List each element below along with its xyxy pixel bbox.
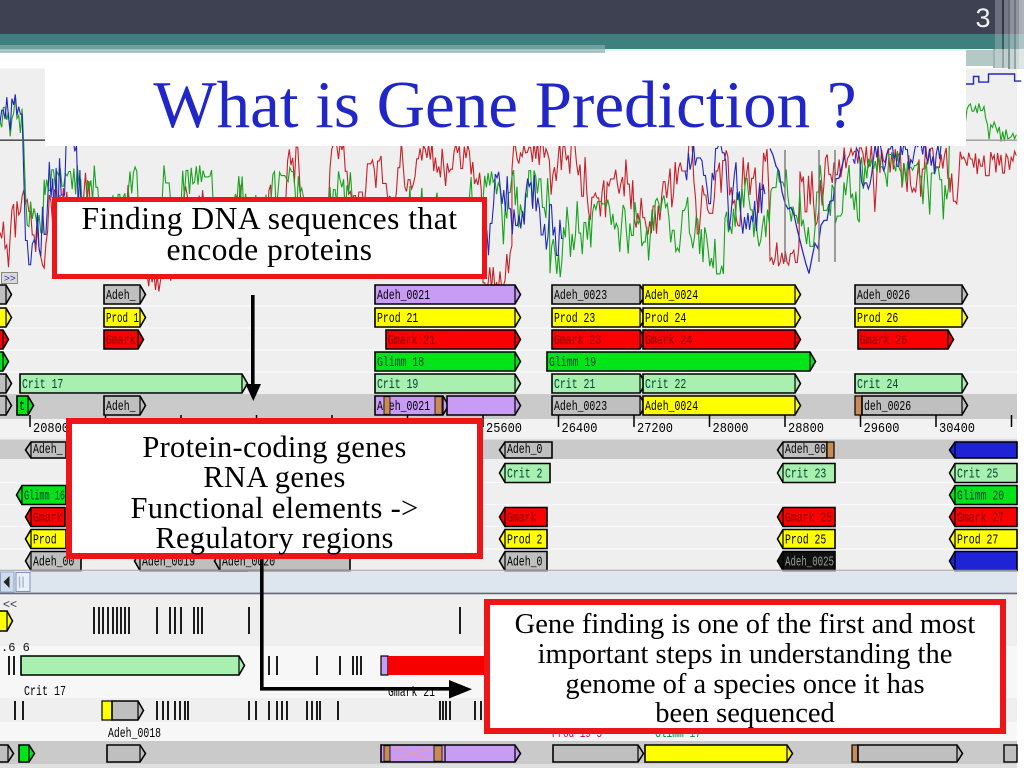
svg-text:Prod 26: Prod 26 bbox=[857, 312, 898, 327]
svg-text:Crit 25: Crit 25 bbox=[957, 468, 998, 483]
svg-text:Crit 23: Crit 23 bbox=[785, 468, 826, 483]
svg-text:Gmark 27: Gmark 27 bbox=[957, 512, 1004, 527]
svg-text:Adeh_: Adeh_ bbox=[106, 400, 136, 415]
svg-text:Adeh_0023: Adeh_0023 bbox=[554, 400, 607, 415]
svg-text:Gmark 24: Gmark 24 bbox=[645, 334, 692, 349]
svg-text:t: t bbox=[19, 400, 25, 415]
svg-text:25600: 25600 bbox=[486, 422, 522, 437]
svg-text:Gmark 23: Gmark 23 bbox=[554, 334, 601, 349]
svg-text:deh_0026: deh_0026 bbox=[864, 400, 911, 415]
svg-text:Adeh_00: Adeh_00 bbox=[33, 556, 74, 571]
svg-text:Crit 17: Crit 17 bbox=[22, 378, 63, 393]
svg-text:Adeh_0025: Adeh_0025 bbox=[785, 556, 834, 571]
svg-text:29600: 29600 bbox=[864, 422, 900, 437]
svg-text:28000: 28000 bbox=[713, 422, 749, 437]
svg-text:Glimm 19: Glimm 19 bbox=[549, 356, 596, 371]
svg-text:30400: 30400 bbox=[939, 422, 975, 437]
svg-text:Adeh_0019: Adeh_0019 bbox=[142, 556, 195, 571]
svg-text:Adeh_0023: Adeh_0023 bbox=[554, 289, 607, 304]
svg-text:Prod: Prod bbox=[33, 534, 57, 549]
svg-text:Glimm 18: Glimm 18 bbox=[377, 356, 424, 371]
svg-text:Prod 27: Prod 27 bbox=[957, 534, 998, 549]
svg-text:Adeh_0021: Adeh_0021 bbox=[377, 289, 430, 304]
svg-text:Gmark: Gmark bbox=[507, 512, 537, 527]
svg-text:Adeh_00: Adeh_00 bbox=[785, 443, 826, 458]
svg-text:27200: 27200 bbox=[637, 422, 673, 437]
svg-text:20800: 20800 bbox=[33, 422, 69, 437]
svg-text:Glimm 20: Glimm 20 bbox=[957, 490, 1004, 505]
svg-text:<<: << bbox=[3, 597, 17, 611]
svg-text:26400: 26400 bbox=[562, 422, 598, 437]
svg-text:Adeh_: Adeh_ bbox=[106, 289, 136, 304]
svg-text:Prod 21: Prod 21 bbox=[377, 312, 418, 327]
svg-text:Prod 24: Prod 24 bbox=[645, 312, 686, 327]
svg-text:Gmark 26: Gmark 26 bbox=[860, 334, 907, 349]
svg-text:Adeh_: Adeh_ bbox=[33, 443, 63, 458]
svg-text:28800: 28800 bbox=[788, 422, 824, 437]
svg-text:Prod 25: Prod 25 bbox=[785, 534, 826, 549]
svg-text:.6 6: .6 6 bbox=[1, 641, 30, 655]
svg-text:Crit 24: Crit 24 bbox=[857, 378, 898, 393]
svg-text:Crit 2: Crit 2 bbox=[507, 468, 542, 483]
svg-text:Adeh_0024: Adeh_0024 bbox=[645, 400, 698, 415]
svg-text:Adeh_0026: Adeh_0026 bbox=[857, 289, 910, 304]
svg-text:Prod 2: Prod 2 bbox=[507, 534, 542, 549]
svg-text:Adeh_0: Adeh_0 bbox=[507, 443, 542, 458]
svg-text:Adeh_0018: Adeh_0018 bbox=[108, 727, 161, 742]
svg-text:Adeh_0024: Adeh_0024 bbox=[645, 289, 698, 304]
svg-text:Prod 1: Prod 1 bbox=[106, 312, 139, 327]
svg-text:Prod 23: Prod 23 bbox=[554, 312, 595, 327]
svg-text:Crit 19: Crit 19 bbox=[377, 378, 418, 393]
svg-text:Gmark 21: Gmark 21 bbox=[388, 334, 435, 349]
svg-text:Gmark: Gmark bbox=[33, 512, 63, 527]
svg-text:Glimm 16: Glimm 16 bbox=[24, 490, 65, 505]
svg-text:Gmark 25: Gmark 25 bbox=[785, 512, 832, 527]
svg-text:>>: >> bbox=[4, 274, 16, 285]
svg-text:Gmark: Gmark bbox=[106, 334, 136, 349]
svg-text:Crit 17: Crit 17 bbox=[24, 685, 66, 700]
svg-text:Crit 21: Crit 21 bbox=[554, 378, 595, 393]
svg-text:Crit 22: Crit 22 bbox=[645, 378, 686, 393]
svg-text:Adeh_0: Adeh_0 bbox=[507, 556, 542, 571]
